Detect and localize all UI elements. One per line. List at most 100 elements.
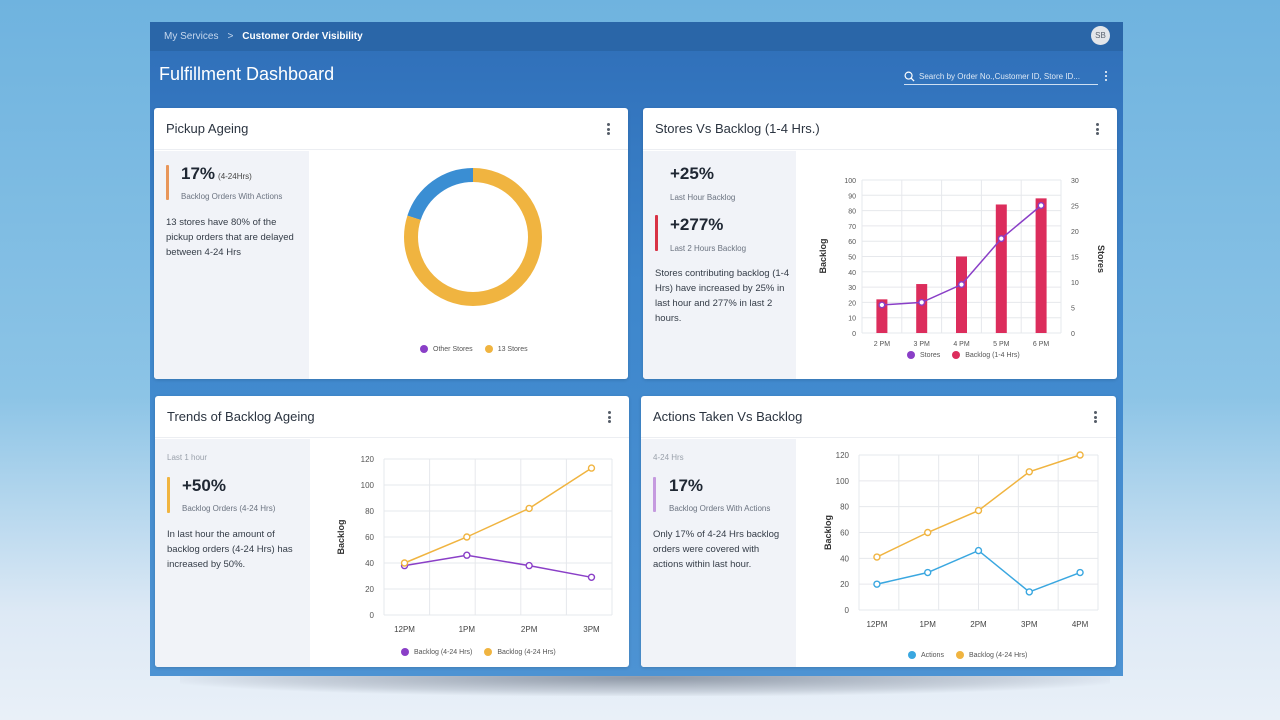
y-tick-label: 120	[836, 451, 850, 460]
page-title: Fulfillment Dashboard	[159, 64, 335, 84]
y-tick-label: 120	[361, 455, 375, 464]
x-tick-label: 3PM	[1021, 620, 1038, 629]
card-title: Stores Vs Backlog (1-4 Hrs.)	[655, 121, 820, 136]
legend-item[interactable]: Backlog (4-24 Hrs)	[401, 648, 472, 656]
legend-item[interactable]: Backlog (1-4 Hrs)	[952, 351, 1020, 359]
bar	[995, 204, 1007, 333]
stat-value: +25%	[670, 164, 714, 183]
line-point	[587, 573, 596, 582]
stat-tag: (4-24Hrs)	[218, 172, 252, 181]
legend-dot	[955, 651, 964, 659]
y-tick-label: 0	[852, 331, 856, 338]
actions-vs-backlog-card: Actions Taken Vs Backlog 4-24 Hrs 17% Ba…	[641, 396, 1116, 667]
line-point	[974, 546, 983, 555]
header-more-icon[interactable]	[1103, 68, 1109, 84]
more-options-icon[interactable]	[605, 121, 611, 137]
legend-item[interactable]: Actions	[908, 651, 944, 659]
line-point	[400, 559, 409, 567]
x-tick-label: 6 PM	[1033, 341, 1050, 348]
y-right-tick-label: 5	[1071, 306, 1075, 313]
bar-line-chart: 0 10 20 30 40 50 60 70 80 90 100 0 5 10 15 20 25 30 2 PM 3 …	[796, 151, 1117, 379]
x-tick-label: 12PM	[394, 625, 415, 634]
line-point	[924, 568, 932, 577]
search-bar	[904, 68, 1098, 85]
line-point	[463, 533, 471, 541]
breadcrumb-separator: >	[227, 31, 234, 42]
legend-label: Backlog (4-24 Hrs)	[968, 651, 1028, 659]
line-point	[918, 298, 926, 306]
y-right-tick-label: 30	[1071, 178, 1079, 185]
card-title: Trends of Backlog Ageing	[167, 409, 315, 424]
breadcrumb-current: Customer Order Visibility	[242, 31, 363, 42]
y-tick-label: 30	[848, 285, 856, 292]
card-title: Actions Taken Vs Backlog	[653, 409, 803, 424]
more-options-icon[interactable]	[1094, 121, 1100, 137]
legend-dot	[401, 648, 409, 656]
legend-dot	[484, 648, 493, 656]
x-tick-label: 1PM	[919, 620, 936, 629]
bar	[916, 284, 928, 333]
x-tick-label: 1PM	[459, 625, 476, 634]
legend-label: Other Stores	[433, 345, 473, 353]
y-tick-label: 20	[848, 300, 856, 307]
line-point	[1076, 451, 1084, 459]
y-right-tick-label: 15	[1071, 255, 1079, 262]
stat-value: +277%	[670, 215, 724, 234]
card-header: Trends of Backlog Ageing	[155, 396, 629, 438]
y-tick-label: 80	[848, 209, 856, 216]
y-right-tick-label: 0	[1071, 331, 1075, 338]
y-tick-label: 70	[848, 224, 856, 231]
search-icon	[904, 71, 915, 82]
legend-item[interactable]: Other Stores	[420, 345, 473, 353]
x-tick-label: 4PM	[1072, 620, 1089, 629]
app-window: My Services > Customer Order Visibility …	[150, 22, 1123, 676]
legend-label: Stores	[920, 351, 941, 359]
indicator-bar	[167, 477, 170, 513]
line-point	[878, 301, 886, 309]
summary-text: 13 stores have 80% of the pickup orders …	[166, 217, 294, 258]
y-tick-label: 40	[365, 559, 374, 568]
stat-subtitle: Backlog Orders With Actions	[181, 192, 283, 201]
x-tick-label: 2PM	[521, 625, 538, 634]
line-point	[1037, 202, 1045, 210]
period-label: 4-24 Hrs	[653, 453, 684, 462]
line-point	[924, 528, 932, 537]
series-line	[404, 554, 592, 579]
y-tick-label: 80	[365, 507, 374, 516]
y-tick-label: 90	[848, 193, 856, 200]
legend-label: Actions	[921, 651, 944, 659]
y-tick-label: 40	[848, 270, 856, 277]
line-point	[873, 580, 881, 588]
search-input[interactable]	[919, 71, 1095, 81]
avatar[interactable]: SB	[1091, 26, 1110, 45]
trend-line-chart-svg: 0 20 40 60 80 100 120 12PM 1PM 2PM 3PM Backlog	[336, 455, 613, 634]
breadcrumb-parent[interactable]: My Services	[164, 31, 219, 42]
y-tick-label: 10	[848, 316, 856, 323]
y-tick-label: 40	[840, 554, 849, 563]
y-tick-label: 0	[845, 606, 850, 615]
bar-line-chart-svg: 0 10 20 30 40 50 60 70 80 90 100 0 5 10 15 20 25 30 2 PM 3 …	[818, 178, 1106, 348]
legend-item[interactable]: Backlog (4-24 Hrs)	[955, 651, 1028, 659]
stat-subtitle: Last Hour Backlog	[670, 193, 736, 202]
donut-slice	[404, 168, 542, 306]
period-label: Last 1 hour	[167, 453, 208, 462]
trends-backlog-card: Trends of Backlog Ageing Last 1 hour +50…	[155, 396, 629, 667]
legend-item[interactable]: Backlog (4-24 Hrs)	[484, 648, 556, 656]
line-point	[525, 561, 533, 570]
y-axis-label: Backlog	[336, 519, 346, 554]
card-title: Pickup Ageing	[166, 121, 249, 136]
legend-item[interactable]: Stores	[907, 351, 940, 359]
y-tick-label: 20	[365, 585, 374, 594]
bar	[876, 299, 888, 333]
x-tick-label: 5 PM	[993, 341, 1010, 348]
more-options-icon[interactable]	[606, 409, 612, 425]
y-axis-right-label: Stores	[1096, 245, 1106, 273]
card-header: Actions Taken Vs Backlog	[641, 396, 1116, 438]
line-point	[587, 464, 596, 472]
legend-label: Backlog (4-24 Hrs)	[414, 648, 473, 656]
legend-item[interactable]: 13 Stores	[484, 345, 528, 353]
line-point	[463, 551, 471, 559]
summary-text: In last hour the amount of backlog order…	[167, 529, 293, 570]
stat-subtitle: Last 2 Hours Backlog	[670, 244, 747, 253]
more-options-icon[interactable]	[1092, 409, 1098, 425]
